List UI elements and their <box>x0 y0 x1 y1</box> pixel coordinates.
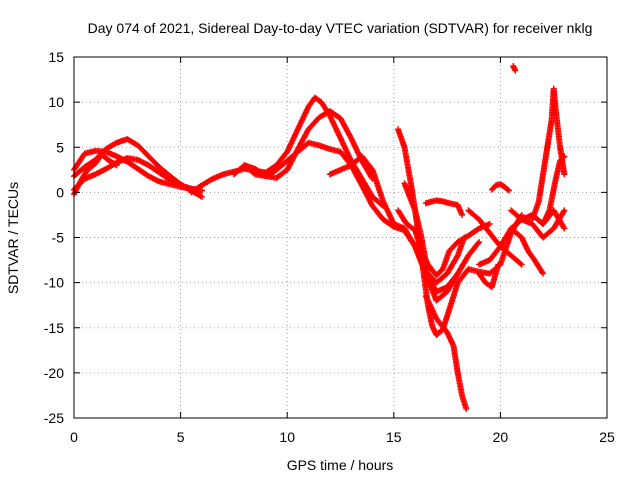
y-tick-label: -5 <box>52 230 65 246</box>
data-point <box>518 261 525 268</box>
data-point <box>486 220 493 227</box>
data-point <box>505 187 512 194</box>
data-point <box>463 405 470 412</box>
x-tick-label: 0 <box>70 429 78 445</box>
grid <box>74 57 607 418</box>
data-point <box>198 187 205 194</box>
x-tick-label: 15 <box>386 429 402 445</box>
data-point <box>251 170 258 177</box>
y-tick-label: -25 <box>44 410 64 426</box>
y-tick-label: 5 <box>56 139 64 155</box>
y-tick-labels: -25 -20 -15 -10 -5 0 5 10 15 <box>44 49 64 426</box>
data-point <box>561 225 568 232</box>
data-point <box>517 260 524 267</box>
y-axis-label: SDTVAR / TECUs <box>5 182 21 294</box>
data-point <box>475 240 482 247</box>
x-axis-label: GPS time / hours <box>287 457 394 473</box>
data-point <box>560 224 567 231</box>
y-tick-label: -15 <box>44 320 64 336</box>
y-tick-label: 15 <box>48 49 64 65</box>
axis-ticks <box>73 56 608 419</box>
data-point <box>113 162 120 169</box>
data-point <box>561 153 568 160</box>
chart-title: Day 074 of 2021, Sidereal Day-to-day VTE… <box>88 20 593 36</box>
data-point <box>560 208 567 215</box>
data-point <box>560 154 567 161</box>
plot-frame <box>73 56 608 419</box>
data-point <box>512 67 519 74</box>
data-point <box>198 193 205 200</box>
data-point <box>540 270 547 277</box>
y-tick-label: -20 <box>44 365 64 381</box>
x-tick-labels: 0 5 10 15 20 25 <box>70 429 615 445</box>
x-tick-label: 10 <box>279 429 295 445</box>
data-point <box>495 261 502 268</box>
data-point <box>453 253 460 260</box>
y-tick-label: -10 <box>44 275 64 291</box>
data-point <box>459 211 466 218</box>
data-point <box>561 171 568 178</box>
y-tick-label: 10 <box>48 94 64 110</box>
x-tick-label: 5 <box>177 429 185 445</box>
x-tick-label: 25 <box>599 429 615 445</box>
data-point <box>112 161 119 168</box>
data-points <box>71 63 568 412</box>
y-tick-label: 0 <box>56 184 64 200</box>
data-point <box>561 207 568 214</box>
data-point <box>476 239 483 246</box>
x-tick-label: 20 <box>493 429 509 445</box>
data-point <box>504 186 511 193</box>
